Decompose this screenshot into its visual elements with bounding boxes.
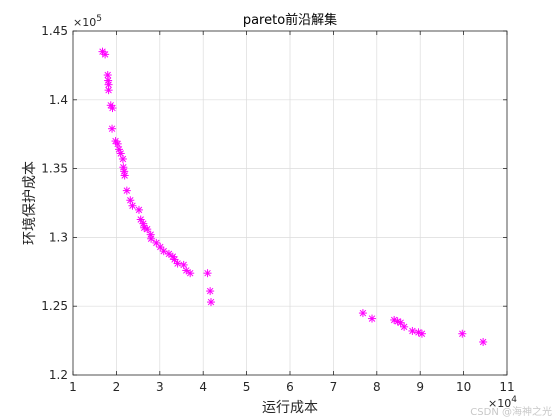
data-point [118,154,127,163]
data-point [390,315,399,324]
data-point [101,50,110,59]
data-point [203,269,212,278]
x-tick-label: 11 [499,380,514,394]
x-multiplier: ×104 [488,395,517,410]
y-axis-label: 环境保护成本 [22,161,38,245]
y-multiplier-base: ×10 [73,16,96,29]
x-multiplier-base: ×10 [488,397,511,410]
x-tick-label: 4 [199,380,207,394]
x-axis-label: 运行成本 [262,400,318,416]
y-tick-label: 1.35 [41,162,68,176]
axis-ticks: 1 2 3 4 5 6 7 8 9 10 11 1.2 1.25 1.3 1.35 1.4 1.45 [41,24,514,394]
data-points [98,47,488,346]
data-point [134,205,143,214]
data-point [120,171,129,180]
data-point [417,329,426,338]
data-point [103,71,112,80]
data-point [128,201,137,210]
data-point [170,255,179,264]
chart-title: pareto前沿解集 [243,12,337,28]
data-point [173,259,182,268]
y-tick-label: 1.25 [41,299,68,313]
data-point [408,326,417,335]
x-tick-label: 10 [456,380,471,394]
data-point [458,329,467,338]
data-point [104,80,113,89]
data-point [186,269,195,278]
data-point [113,139,122,148]
x-tick-label: 5 [243,380,251,394]
data-point [182,266,191,275]
data-point [206,287,215,296]
x-tick-label: 3 [156,380,164,394]
data-point [108,124,117,133]
x-tick-label: 8 [373,380,381,394]
data-point [136,215,145,224]
x-tick-label: 6 [286,380,294,394]
y-tick-label: 1.45 [41,24,68,38]
data-point [368,314,377,323]
y-tick-label: 1.4 [49,93,68,107]
data-point [108,104,117,113]
data-point [358,309,367,318]
y-multiplier-exponent: 5 [96,14,102,24]
x-tick-label: 2 [113,380,121,394]
data-point [104,86,113,95]
y-tick-label: 1.2 [49,368,68,382]
grid-lines [73,31,507,375]
data-point [479,337,488,346]
data-point [122,186,131,195]
y-multiplier: ×105 [73,14,102,29]
data-point [400,322,409,331]
x-tick-label: 1 [69,380,77,394]
data-point [207,298,216,307]
data-point [147,234,156,243]
data-point [143,225,152,234]
watermark: CSDN @海神之光 [470,407,552,418]
x-tick-label: 9 [416,380,424,394]
x-multiplier-exponent: 4 [511,395,517,405]
y-tick-label: 1.3 [49,230,68,244]
x-tick-label: 7 [330,380,338,394]
